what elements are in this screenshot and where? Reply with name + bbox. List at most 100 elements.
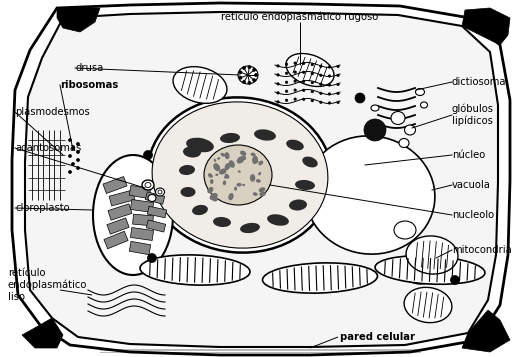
Ellipse shape — [294, 80, 296, 82]
Ellipse shape — [277, 74, 279, 76]
Ellipse shape — [320, 74, 322, 76]
Ellipse shape — [142, 180, 154, 190]
Ellipse shape — [260, 192, 266, 196]
Ellipse shape — [252, 156, 258, 164]
Ellipse shape — [77, 142, 79, 146]
Text: pared celular: pared celular — [340, 332, 415, 342]
Ellipse shape — [406, 236, 458, 274]
Ellipse shape — [302, 71, 305, 74]
Ellipse shape — [239, 76, 242, 79]
Ellipse shape — [285, 63, 288, 65]
Ellipse shape — [223, 180, 226, 185]
Ellipse shape — [364, 119, 386, 141]
Ellipse shape — [302, 89, 305, 91]
Ellipse shape — [236, 183, 242, 187]
Ellipse shape — [253, 79, 255, 82]
Ellipse shape — [207, 187, 213, 193]
Ellipse shape — [337, 101, 339, 104]
Polygon shape — [129, 241, 151, 255]
Ellipse shape — [213, 217, 231, 227]
Text: cloroplasto: cloroplasto — [15, 203, 70, 213]
Ellipse shape — [180, 187, 196, 197]
Polygon shape — [104, 231, 128, 249]
Ellipse shape — [311, 81, 314, 84]
Ellipse shape — [173, 67, 227, 103]
Ellipse shape — [68, 171, 72, 174]
Ellipse shape — [328, 102, 331, 104]
Ellipse shape — [248, 81, 251, 84]
Polygon shape — [462, 310, 510, 352]
Ellipse shape — [93, 155, 173, 275]
Polygon shape — [146, 220, 166, 232]
Ellipse shape — [320, 92, 322, 95]
Ellipse shape — [399, 139, 409, 147]
Ellipse shape — [140, 255, 250, 285]
Ellipse shape — [192, 205, 208, 215]
Ellipse shape — [421, 102, 427, 108]
Ellipse shape — [152, 102, 328, 248]
Ellipse shape — [311, 90, 314, 93]
Ellipse shape — [243, 66, 246, 70]
Polygon shape — [132, 214, 153, 226]
Ellipse shape — [289, 200, 307, 211]
Ellipse shape — [320, 83, 322, 85]
Ellipse shape — [294, 71, 296, 73]
Ellipse shape — [286, 54, 334, 86]
Ellipse shape — [213, 163, 220, 171]
Ellipse shape — [211, 195, 218, 201]
Ellipse shape — [337, 65, 339, 67]
Ellipse shape — [183, 146, 201, 157]
Ellipse shape — [277, 101, 279, 103]
Ellipse shape — [394, 221, 416, 239]
Ellipse shape — [77, 166, 79, 170]
Ellipse shape — [254, 129, 276, 141]
Ellipse shape — [215, 174, 218, 176]
Polygon shape — [130, 227, 153, 241]
Ellipse shape — [259, 187, 265, 192]
Polygon shape — [129, 185, 151, 198]
Ellipse shape — [238, 66, 258, 84]
Ellipse shape — [277, 83, 279, 85]
Ellipse shape — [285, 72, 288, 75]
Ellipse shape — [179, 165, 195, 175]
Text: núcleo: núcleo — [452, 150, 485, 160]
Ellipse shape — [234, 187, 237, 191]
Polygon shape — [57, 8, 100, 32]
Text: mitocondria: mitocondria — [452, 245, 512, 255]
Polygon shape — [108, 204, 132, 220]
Ellipse shape — [254, 74, 258, 76]
Ellipse shape — [240, 223, 260, 233]
Ellipse shape — [371, 105, 379, 111]
Ellipse shape — [337, 74, 339, 76]
Ellipse shape — [145, 182, 151, 187]
Ellipse shape — [311, 72, 314, 75]
Ellipse shape — [253, 192, 258, 196]
Text: glóbulos
lipídicos: glóbulos lipídicos — [452, 104, 494, 126]
Ellipse shape — [258, 172, 261, 175]
Ellipse shape — [224, 176, 228, 178]
Ellipse shape — [243, 155, 246, 160]
Ellipse shape — [256, 179, 261, 183]
Ellipse shape — [225, 174, 229, 179]
Ellipse shape — [253, 68, 255, 71]
Ellipse shape — [228, 193, 234, 200]
Ellipse shape — [68, 139, 72, 141]
Ellipse shape — [302, 157, 318, 167]
Ellipse shape — [404, 287, 452, 323]
Ellipse shape — [156, 188, 164, 196]
Ellipse shape — [311, 64, 314, 66]
Text: retículo endoplasmático rugoso: retículo endoplasmático rugoso — [221, 12, 379, 22]
Ellipse shape — [220, 133, 240, 143]
Ellipse shape — [355, 93, 365, 103]
Ellipse shape — [328, 93, 331, 95]
Text: retículo
endoplasmático
liso: retículo endoplasmático liso — [8, 268, 88, 302]
Ellipse shape — [186, 138, 214, 152]
Ellipse shape — [229, 160, 235, 168]
Polygon shape — [103, 177, 127, 193]
Polygon shape — [25, 12, 498, 347]
Ellipse shape — [72, 162, 75, 166]
Ellipse shape — [328, 75, 331, 77]
Ellipse shape — [144, 151, 152, 160]
Text: nucleolo: nucleolo — [452, 210, 494, 220]
Ellipse shape — [403, 256, 437, 284]
